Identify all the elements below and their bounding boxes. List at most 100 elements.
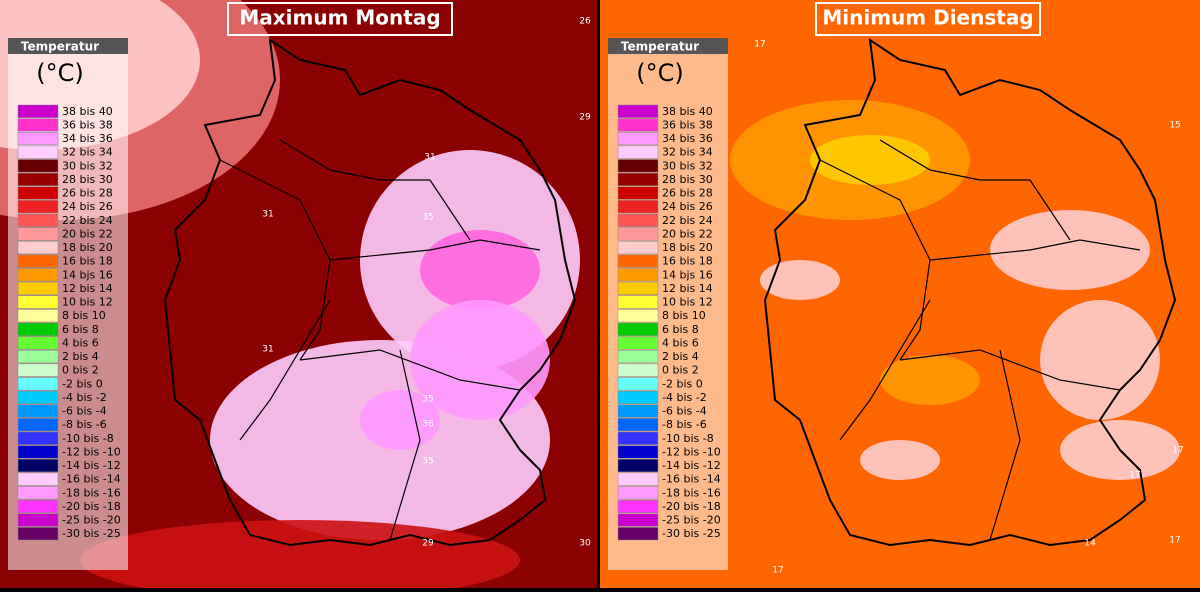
legend-swatch — [617, 336, 659, 350]
legend-swatch — [617, 459, 659, 473]
map-panel: 17 15 17 17 17 14 17 Minimum Dienstag Temperatur… — [600, 0, 1200, 588]
map-value-label: 26 — [579, 17, 591, 27]
temperature-area — [420, 230, 540, 310]
temperature-area — [860, 440, 940, 480]
legend-label: -10 bis -8 — [62, 432, 114, 445]
legend-label: 12 bis 14 — [662, 282, 713, 295]
legend-swatch — [617, 472, 659, 486]
legend-swatch — [617, 418, 659, 432]
legend-label: -8 bis -6 — [662, 418, 707, 431]
legend-label: 2 bis 4 — [662, 350, 699, 363]
legend-title: Temperatur — [621, 40, 699, 54]
state-border — [389, 349, 421, 541]
legend-label: 24 bis 26 — [62, 200, 113, 213]
state-border — [839, 299, 931, 441]
map-value-label: 36 — [422, 420, 434, 430]
legend-label: 8 bis 10 — [662, 309, 706, 322]
legend-label: -14 bis -12 — [62, 459, 121, 472]
legend-label: -20 bis -18 — [662, 500, 721, 513]
legend-swatch — [617, 486, 659, 500]
state-border — [299, 349, 521, 391]
legend-label: 30 bis 32 — [662, 159, 713, 172]
legend-label: 32 bis 34 — [62, 146, 113, 159]
map-value-label: 31 — [262, 345, 273, 355]
legend-swatch — [17, 322, 59, 336]
legend-swatch — [617, 104, 659, 118]
legend-label: 32 bis 34 — [662, 146, 713, 159]
temperature-area — [360, 390, 440, 450]
legend-label: 34 bis 36 — [62, 132, 113, 145]
legend-label: 4 bis 6 — [662, 336, 699, 349]
legend-swatch — [17, 445, 59, 459]
legend-swatch — [617, 499, 659, 513]
legend-label: -16 bis -14 — [62, 473, 121, 486]
legend-swatch — [617, 404, 659, 418]
state-border — [899, 349, 1121, 391]
panel-title: Minimum Dienstag — [822, 6, 1033, 30]
legend-label: -6 bis -4 — [62, 405, 107, 418]
legend-swatch — [17, 527, 59, 541]
legend-swatch — [17, 486, 59, 500]
state-border — [1029, 179, 1071, 241]
legend-swatch — [17, 172, 59, 186]
legend-swatch — [617, 186, 659, 200]
map-area: 31 31 35 31 35 36 35 29 30 26 29 — [0, 0, 597, 588]
legend-label: 16 bis 18 — [662, 255, 713, 268]
legend-label: -20 bis -18 — [62, 500, 121, 513]
state-border — [279, 139, 430, 181]
legend-swatch — [17, 472, 59, 486]
map-value-label: 29 — [422, 539, 434, 549]
legend-swatch — [617, 513, 659, 527]
legend-swatch — [17, 268, 59, 282]
country-border — [163, 37, 577, 547]
legend-swatch — [617, 377, 659, 391]
legend-label: -18 bis -16 — [662, 486, 721, 499]
legend-label: 18 bis 20 — [662, 241, 713, 254]
temperature-area — [80, 520, 520, 588]
legend-swatch — [17, 104, 59, 118]
legend-swatch — [617, 309, 659, 323]
legend-swatch — [17, 145, 59, 159]
legend-label: 26 bis 28 — [662, 187, 713, 200]
temperature-area — [760, 260, 840, 300]
legend-label: 0 bis 2 — [662, 364, 699, 377]
legend-label: -30 bis -25 — [662, 527, 721, 540]
map-value-label: 15 — [1169, 121, 1180, 131]
legend-label: 18 bis 20 — [62, 241, 113, 254]
legend-label: 20 bis 22 — [662, 227, 713, 240]
legend-label: -2 bis 0 — [662, 377, 703, 390]
map-value-label: 35 — [422, 457, 433, 467]
legend-label: -30 bis -25 — [62, 527, 121, 540]
legend-swatch — [617, 213, 659, 227]
legend-header — [8, 38, 128, 54]
legend-label: -25 bis -20 — [62, 514, 121, 527]
legend-swatch — [17, 350, 59, 364]
title-box — [815, 2, 1041, 36]
legend-swatch — [617, 159, 659, 173]
legend-swatch — [17, 418, 59, 432]
legend-label: 14 bjs 16 — [662, 268, 713, 281]
legend-label: 36 bis 38 — [662, 118, 713, 131]
legend-label: 38 bis 40 — [62, 105, 113, 118]
legend-label: 6 bis 8 — [62, 323, 99, 336]
legend-label: 26 bis 28 — [62, 187, 113, 200]
legend-label: 36 bis 38 — [62, 118, 113, 131]
legend-swatch — [17, 159, 59, 173]
legend-label: 12 bis 14 — [62, 282, 113, 295]
map-value-label: 17 — [1172, 446, 1183, 456]
map-value-label: 30 — [579, 539, 591, 549]
state-border — [989, 349, 1021, 541]
legend-swatch — [17, 241, 59, 255]
legend-swatch — [17, 186, 59, 200]
legend-swatch — [17, 118, 59, 132]
map-value-label: 17 — [772, 566, 783, 576]
legend-swatch — [17, 281, 59, 295]
legend-header — [608, 38, 728, 54]
legend-label: 22 bis 24 — [662, 214, 713, 227]
map-value-label: 29 — [579, 113, 591, 123]
legend-swatch — [17, 227, 59, 241]
legend-swatch — [617, 445, 659, 459]
temperature-area — [990, 210, 1150, 290]
